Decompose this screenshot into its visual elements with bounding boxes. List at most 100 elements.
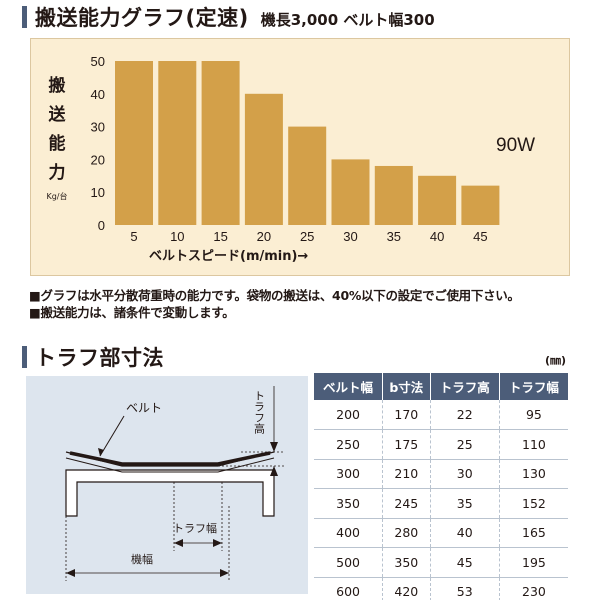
table-cell: 130 (498, 459, 568, 489)
bar-speed-40 (418, 175, 457, 225)
conveyor-frame (65, 469, 275, 517)
table-row: 350 245 35 152 (314, 488, 568, 519)
note-horizontal-load: ■グラフは水平分散荷重時の能力です。袋物の搬送は、40%以下の設定でご使用下さい… (29, 288, 520, 303)
table-cell: 350 (382, 547, 431, 578)
trough-section-title: トラフ部寸法 (22, 342, 164, 372)
table-row: 250 175 25 110 (314, 429, 568, 460)
roller-lower-edge (65, 457, 275, 473)
header-trough-width: トラフ幅 (498, 373, 568, 400)
trough-diagram-panel: ベルト トラフ高 トラフ幅 機幅 (26, 376, 308, 594)
trough-dimension-table: ベルト幅 b寸法 トラフ高 トラフ幅 200 170 22 95 250 175 25 110… (314, 373, 568, 600)
table-cell: 40 (429, 518, 500, 548)
chart-section-title: 搬送能力グラフ(定速) 機長3,000 ベルト幅300 (22, 2, 435, 32)
table-cell: 170 (382, 400, 431, 430)
trough-title: トラフ部寸法 (35, 346, 164, 370)
chart-panel: 0 10 20 30 40 50 5 10 15 20 25 30 35 40 45 搬送能力 Kg/台 … (30, 38, 570, 276)
bar-speed-15 (201, 61, 240, 225)
bar-speed-30 (331, 159, 370, 225)
table-cell: 152 (498, 488, 568, 519)
table-cell: 210 (382, 459, 431, 489)
belt-label: ベルト (126, 401, 162, 415)
y-tick-label: 20 (91, 152, 105, 167)
y-axis-label-char: 力 (49, 162, 66, 183)
table-cell: 195 (498, 547, 568, 578)
table-row: 400 280 40 165 (314, 518, 568, 548)
y-axis-label-char: 送 (49, 104, 67, 125)
table-cell: 165 (498, 518, 568, 548)
table-row: 600 420 53 230 (314, 577, 568, 600)
table-cell: 230 (498, 577, 568, 600)
x-tick-label: 45 (473, 229, 487, 244)
table-cell: 35 (429, 488, 500, 519)
x-tick-label: 40 (430, 229, 444, 244)
table-cell: 250 (314, 429, 383, 460)
x-tick-label: 35 (387, 229, 401, 244)
y-tick-label: 30 (91, 120, 105, 135)
y-tick-label: 0 (98, 218, 105, 233)
unit-label: (㎜) (544, 354, 566, 367)
bar-speed-45 (461, 185, 500, 225)
table-cell: 420 (382, 577, 431, 600)
table-cell: 30 (429, 459, 500, 489)
chart-title: 搬送能力グラフ(定速) (35, 6, 249, 30)
bar-speed-25 (288, 126, 327, 225)
table-row: 500 350 45 195 (314, 547, 568, 578)
x-tick-label: 10 (170, 229, 184, 244)
chart-subtitle: 機長3,000 ベルト幅300 (260, 11, 435, 29)
x-tick-label: 15 (213, 229, 227, 244)
y-tick-label: 50 (91, 54, 105, 69)
table-row: 300 210 30 130 (314, 459, 568, 489)
bar-speed-5 (115, 61, 153, 225)
y-axis-label-char: 能 (49, 133, 66, 154)
table-cell: 600 (314, 577, 383, 600)
bar-speed-10 (158, 61, 197, 225)
x-tick-label: 30 (343, 229, 357, 244)
table-header-row: ベルト幅 b寸法 トラフ高 トラフ幅 (314, 373, 568, 400)
trough-height-arrow-top (270, 442, 278, 452)
header-trough-height: トラフ高 (429, 373, 500, 400)
table-cell: 200 (314, 400, 383, 430)
table-cell: 45 (429, 547, 500, 578)
table-cell: 53 (429, 577, 500, 600)
belt (69, 451, 271, 466)
trough-height-label: トラフ高 (253, 390, 266, 435)
table-cell: 300 (314, 459, 383, 489)
trough-width-label: トラフ幅 (173, 522, 217, 535)
y-axis-label-char: 搬 (49, 75, 66, 96)
table-cell: 400 (314, 518, 383, 548)
header-belt-width: ベルト幅 (314, 373, 383, 400)
trough-width-arrow-right (213, 539, 222, 547)
y-tick-label: 10 (91, 185, 105, 200)
frame-width-arrow-left (66, 569, 75, 577)
x-tick-label: 20 (257, 229, 271, 244)
header-b-dimension: b寸法 (382, 373, 431, 400)
table-cell: 95 (498, 400, 568, 430)
table-cell: 175 (382, 429, 431, 460)
frame-width-label: 機幅 (131, 552, 153, 566)
bar-speed-35 (374, 165, 413, 225)
trough-width-arrow-left (174, 539, 183, 547)
table-cell: 500 (314, 547, 383, 578)
note-capacity-varies: ■搬送能力は、諸条件で変動します。 (29, 305, 235, 320)
table-cell: 110 (498, 429, 568, 460)
table-cell: 245 (382, 488, 431, 519)
title-accent-bar (22, 346, 27, 368)
title-accent-bar (22, 6, 27, 28)
table-cell: 25 (429, 429, 500, 460)
y-axis-unit: Kg/台 (46, 191, 67, 201)
x-axis-label: ベルトスピード(m/min)→ (149, 249, 308, 264)
trough-height-arrow-bottom (270, 466, 278, 476)
table-cell: 280 (382, 518, 431, 548)
table-cell: 350 (314, 488, 383, 519)
trough-cross-section-diagram: ベルト トラフ高 トラフ幅 機幅 (65, 386, 284, 581)
table-cell: 22 (429, 400, 500, 430)
x-tick-label: 25 (300, 229, 314, 244)
frame-width-arrow-right (220, 569, 229, 577)
table-row: 200 170 22 95 (314, 400, 568, 430)
y-tick-label: 40 (91, 87, 105, 102)
belt-leader-line (99, 415, 125, 457)
belt-leader-arrow (98, 448, 104, 456)
bar-speed-20 (244, 93, 283, 225)
x-tick-label: 5 (130, 229, 137, 244)
